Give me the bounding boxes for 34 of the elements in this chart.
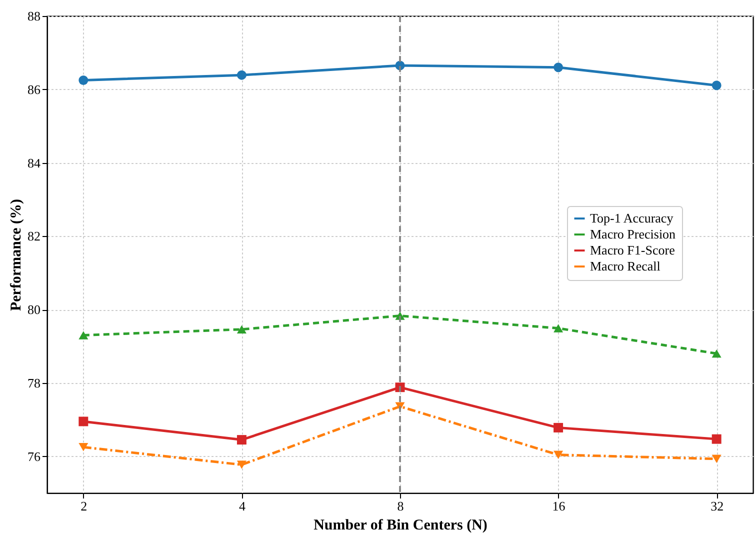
x-tick-label: 8 xyxy=(397,498,404,514)
point xyxy=(236,70,246,80)
point xyxy=(712,454,722,463)
y-tick-label: 86 xyxy=(28,82,41,97)
point xyxy=(236,325,246,334)
point xyxy=(78,75,88,85)
point xyxy=(554,324,564,332)
x-tick-label: 2 xyxy=(80,498,88,514)
legend-label: Top-1 Accuracy xyxy=(590,210,674,226)
point xyxy=(78,443,88,452)
point xyxy=(236,435,246,445)
point xyxy=(554,450,564,459)
y-tick-label: 88 xyxy=(28,8,40,24)
legend-label: Macro Recall xyxy=(590,258,661,274)
legend-label: Macro F1-Score xyxy=(590,242,676,258)
x-axis-title: Number of Bin Centers (N) xyxy=(314,518,488,534)
x-tick-label: 4 xyxy=(238,498,246,514)
point xyxy=(712,80,722,90)
point xyxy=(554,422,564,432)
y-axis-title: Performance (%) xyxy=(8,198,24,312)
point xyxy=(78,331,88,340)
x-tick-label: 32 xyxy=(710,498,724,514)
y-tick-label: 82 xyxy=(28,228,40,244)
y-tick-label: 78 xyxy=(28,375,40,390)
point xyxy=(78,416,88,426)
point xyxy=(712,349,722,358)
point xyxy=(554,62,564,72)
legend-label: Macro Precision xyxy=(590,226,676,242)
point xyxy=(236,460,246,469)
x-tick-label: 16 xyxy=(552,498,566,514)
y-tick-label: 84 xyxy=(28,155,41,170)
y-tick-label: 80 xyxy=(28,302,40,318)
point xyxy=(712,434,722,444)
y-tick-label: 76 xyxy=(28,448,41,464)
